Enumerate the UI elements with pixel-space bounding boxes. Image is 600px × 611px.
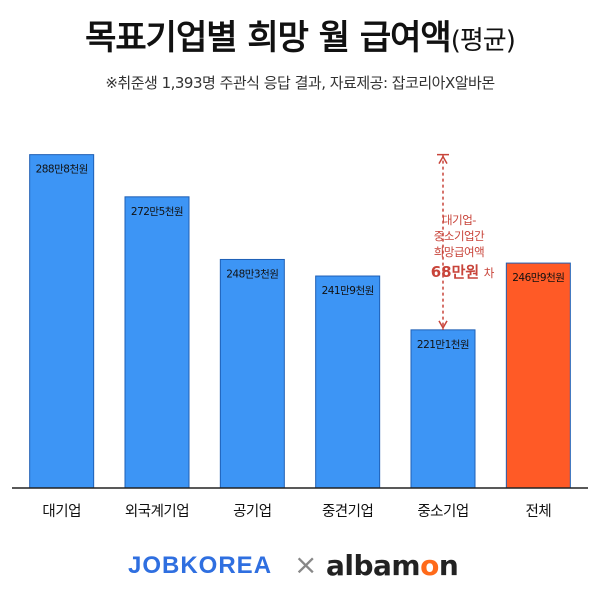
- bar-6: [505, 262, 571, 489]
- x-tick-label: 대기업: [42, 503, 81, 520]
- albamon-logo: albamon: [326, 549, 459, 582]
- jobkorea-logo: JOBKOREA: [128, 552, 273, 579]
- x-tick-label: 전체: [525, 503, 551, 520]
- bar-2: [124, 196, 190, 489]
- x-tick-label: 공기업: [233, 503, 272, 520]
- annotation-value: 68만원: [431, 263, 479, 281]
- annotation-text-line: 희망급여액: [434, 245, 484, 259]
- bar-3: [219, 258, 285, 489]
- bar-value-label: 241만9천원: [322, 285, 374, 297]
- logo-separator: ×: [294, 548, 318, 581]
- logos: JOBKOREA × albamon: [0, 548, 600, 588]
- annotation-arrow-up: [438, 155, 448, 165]
- bar-value-label: 221만1천원: [417, 339, 469, 351]
- chart-subtitle: ※취준생 1,393명 주관식 응답 결과, 자료제공: 잡코리아X알바몬: [105, 74, 495, 92]
- chart-title: 목표기업별 희망 월 급여액(평균): [0, 10, 600, 59]
- annotation-text-line: 중소기업간: [434, 229, 485, 243]
- bar-1: [29, 154, 95, 489]
- annotation-text-line: 대기업-: [442, 213, 476, 227]
- x-tick-label: 중견기업: [322, 503, 373, 520]
- bar-value-label: 248만3천원: [226, 268, 278, 280]
- x-tick-label: 외국계기업: [125, 503, 189, 520]
- bar-value-label: 246만9천원: [512, 272, 564, 284]
- annotation-arrow-down: [438, 320, 448, 330]
- x-tick-label: 중소기업: [417, 503, 468, 520]
- bar-5: [410, 329, 476, 489]
- bar-4: [315, 275, 381, 489]
- bar-value-label: 272만5천원: [131, 206, 183, 218]
- bar-chart: 288만8천원대기업272만5천원외국계기업248만3천원공기업241만9천원중…: [12, 153, 588, 520]
- bar-value-label: 288만8천원: [36, 164, 88, 176]
- title-suffix: (평균): [450, 26, 516, 56]
- annotation-suffix: 차: [484, 266, 495, 280]
- title-main: 목표기업별 희망 월 급여액: [85, 18, 452, 58]
